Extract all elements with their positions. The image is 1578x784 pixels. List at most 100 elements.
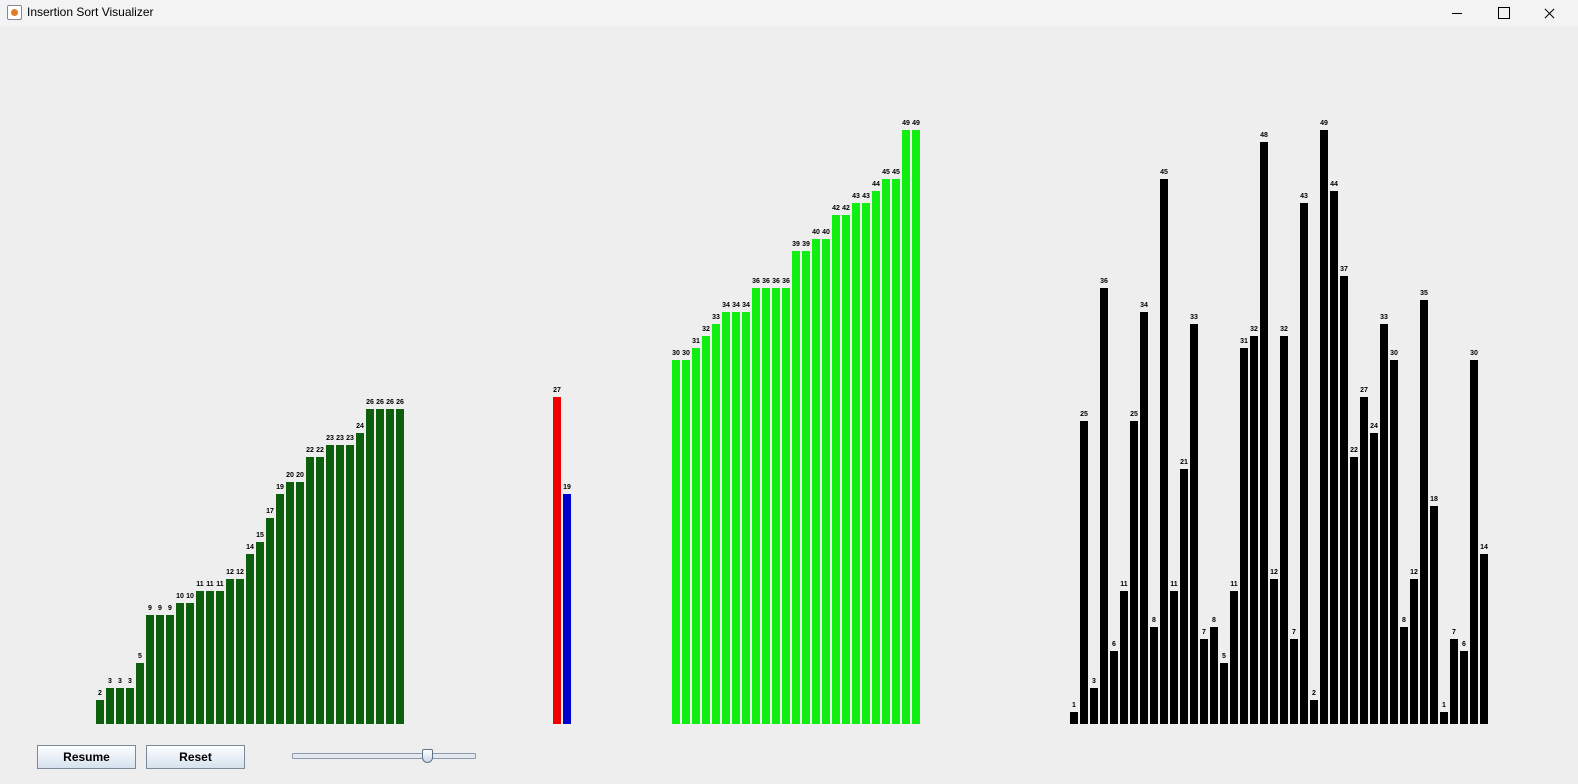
bar-value-label: 45 <box>892 168 900 176</box>
bar-unsorted <box>1340 275 1348 724</box>
bar-value-label: 36 <box>1100 277 1108 285</box>
bar-value-label: 30 <box>672 350 680 358</box>
bar-value-label: 23 <box>326 435 334 443</box>
bar-value-label: 12 <box>1410 568 1418 576</box>
bar-value-label: 31 <box>692 338 700 346</box>
bar-shifted <box>742 311 750 724</box>
bar-value-label: 26 <box>376 398 384 406</box>
bar-unsorted <box>1350 457 1358 724</box>
bar-value-label: 34 <box>722 301 730 309</box>
bar-value-label: 30 <box>682 350 690 358</box>
bar-value-label: 9 <box>148 604 152 612</box>
bar-value-label: 14 <box>1480 544 1488 552</box>
bar-sorted <box>266 517 274 724</box>
bar-value-label: 33 <box>1190 314 1198 322</box>
bar-sorted <box>346 445 354 724</box>
bar-value-label: 33 <box>712 314 720 322</box>
bar-shifted <box>772 287 780 724</box>
bar-value-label: 24 <box>356 423 364 431</box>
bar-unsorted <box>1430 505 1438 724</box>
bar-value-label: 20 <box>296 471 304 479</box>
close-button[interactable] <box>1526 0 1572 27</box>
bar-value-label: 8 <box>1212 617 1216 625</box>
bar-unsorted <box>1270 578 1278 724</box>
bar-sorted <box>366 408 374 724</box>
bar-shifted <box>722 311 730 724</box>
bar-shifted <box>872 190 880 724</box>
bar-shifted <box>792 251 800 724</box>
bar-value-label: 24 <box>1370 423 1378 431</box>
slider-thumb[interactable] <box>422 749 433 763</box>
bar-value-label: 18 <box>1430 495 1438 503</box>
bar-sorted <box>316 457 324 724</box>
bar-sorted <box>326 445 334 724</box>
bar-value-label: 3 <box>128 677 132 685</box>
bar-value-label: 11 <box>206 580 214 588</box>
bar-unsorted <box>1310 699 1318 724</box>
bar-sorted <box>336 445 344 724</box>
bar-value-label: 26 <box>366 398 374 406</box>
bar-value-label: 43 <box>862 192 870 200</box>
bar-sorted <box>226 578 234 724</box>
bar-unsorted <box>1220 663 1228 724</box>
reset-button[interactable]: Reset <box>146 745 245 769</box>
resume-button[interactable]: Resume <box>37 745 136 769</box>
bar-value-label: 34 <box>1140 301 1148 309</box>
bar-unsorted <box>1190 324 1198 724</box>
bar-sorted <box>286 481 294 724</box>
bar-value-label: 32 <box>1280 326 1288 334</box>
bar-value-label: 10 <box>176 592 184 600</box>
bar-unsorted <box>1230 590 1238 724</box>
bar-sorted <box>166 614 174 724</box>
bar-value-label: 25 <box>1080 411 1088 418</box>
bar-shifted <box>832 214 840 724</box>
bar-unsorted <box>1130 421 1138 724</box>
minimize-button[interactable] <box>1434 0 1480 27</box>
bar-unsorted <box>1250 336 1258 724</box>
bar-sorted <box>176 602 184 724</box>
bar-value-label: 9 <box>168 604 172 612</box>
bar-value-label: 44 <box>1330 180 1338 188</box>
bar-value-label: 36 <box>772 277 780 285</box>
bar-value-label: 7 <box>1202 629 1206 637</box>
bar-value-label: 12 <box>236 568 244 576</box>
maximize-button[interactable] <box>1480 0 1526 27</box>
bar-unsorted <box>1360 396 1368 724</box>
bar-shifted <box>672 360 680 724</box>
bar-unsorted <box>1460 651 1468 724</box>
bar-value-label: 1 <box>1442 701 1446 709</box>
bar-value-label: 30 <box>1390 350 1398 358</box>
bar-value-label: 25 <box>1130 411 1138 418</box>
bar-shifted <box>732 311 740 724</box>
bar-value-label: 5 <box>138 653 142 661</box>
bar-value-label: 6 <box>1462 641 1466 649</box>
speed-slider[interactable] <box>292 749 476 763</box>
bar-shifted <box>752 287 760 724</box>
bar-sorted <box>386 408 394 724</box>
bar-sorted <box>396 408 404 724</box>
bar-unsorted <box>1370 433 1378 724</box>
bar-value-label: 3 <box>108 677 112 685</box>
bar-shifted <box>852 202 860 724</box>
bar-sorted <box>126 687 134 724</box>
bar-shifted <box>892 178 900 724</box>
bar-value-label: 32 <box>1250 326 1258 334</box>
bar-shifted <box>862 202 870 724</box>
bar-active <box>553 396 561 724</box>
bar-value-label: 5 <box>1222 653 1226 661</box>
bar-value-label: 32 <box>702 326 710 334</box>
bar-sorted <box>106 687 114 724</box>
bar-shifted <box>682 360 690 724</box>
bar-value-label: 35 <box>1420 289 1428 297</box>
bar-value-label: 39 <box>792 241 800 249</box>
bar-value-label: 42 <box>832 204 840 212</box>
bar-sorted <box>216 590 224 724</box>
bar-sorted <box>246 554 254 724</box>
bar-unsorted <box>1290 639 1298 724</box>
bar-shifted <box>782 287 790 724</box>
bar-value-label: 37 <box>1340 265 1348 273</box>
bar-value-label: 49 <box>1320 120 1328 128</box>
slider-track[interactable] <box>292 753 476 759</box>
bar-unsorted <box>1200 639 1208 724</box>
bar-shifted <box>842 214 850 724</box>
